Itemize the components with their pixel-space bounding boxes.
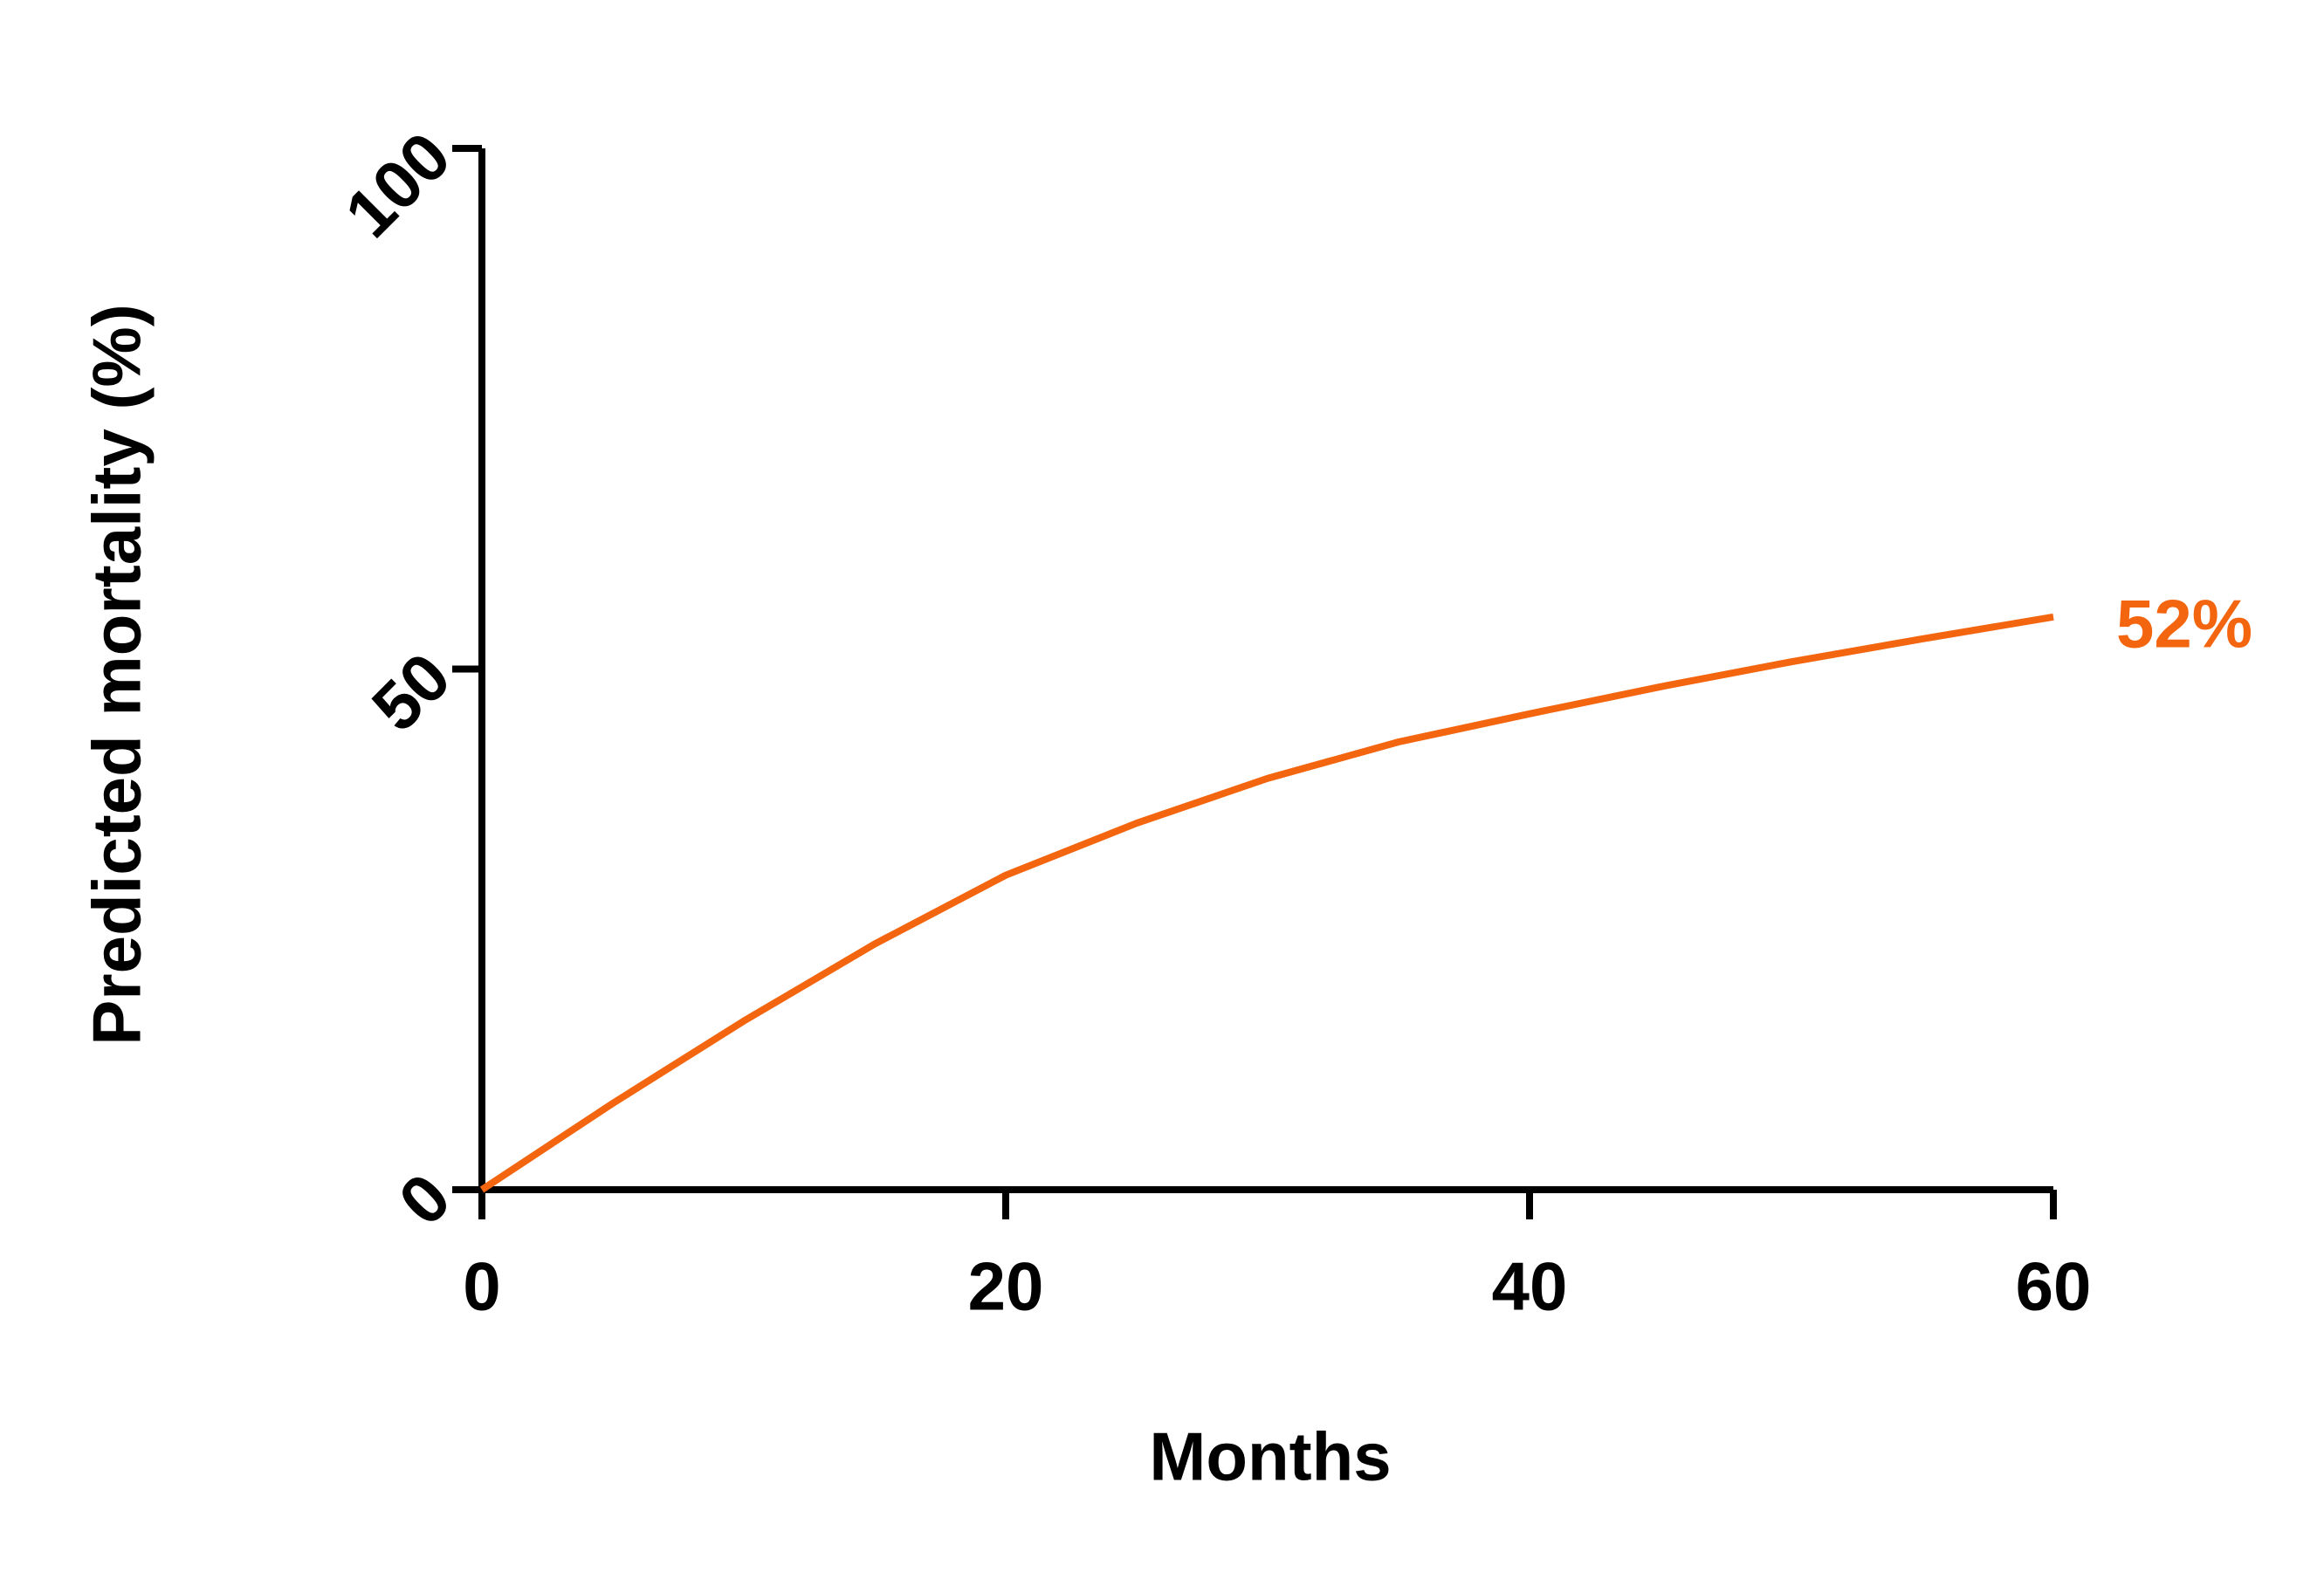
y-tick-label: 100 xyxy=(330,117,464,251)
y-tick-label: 0 xyxy=(384,1158,465,1239)
y-axis-label: Predicted mortality (%) xyxy=(79,304,155,1046)
line xyxy=(479,613,2054,1193)
x-tick-label: 20 xyxy=(968,1248,1044,1325)
x-tick-label: 0 xyxy=(463,1248,500,1325)
x-tick-label: 40 xyxy=(1492,1248,1568,1325)
x-tick-label: 60 xyxy=(2016,1248,2092,1325)
x-axis-label: Months xyxy=(1149,1418,1391,1495)
annotation: 52% xyxy=(2116,585,2252,662)
y-tick-label: 50 xyxy=(357,638,465,746)
